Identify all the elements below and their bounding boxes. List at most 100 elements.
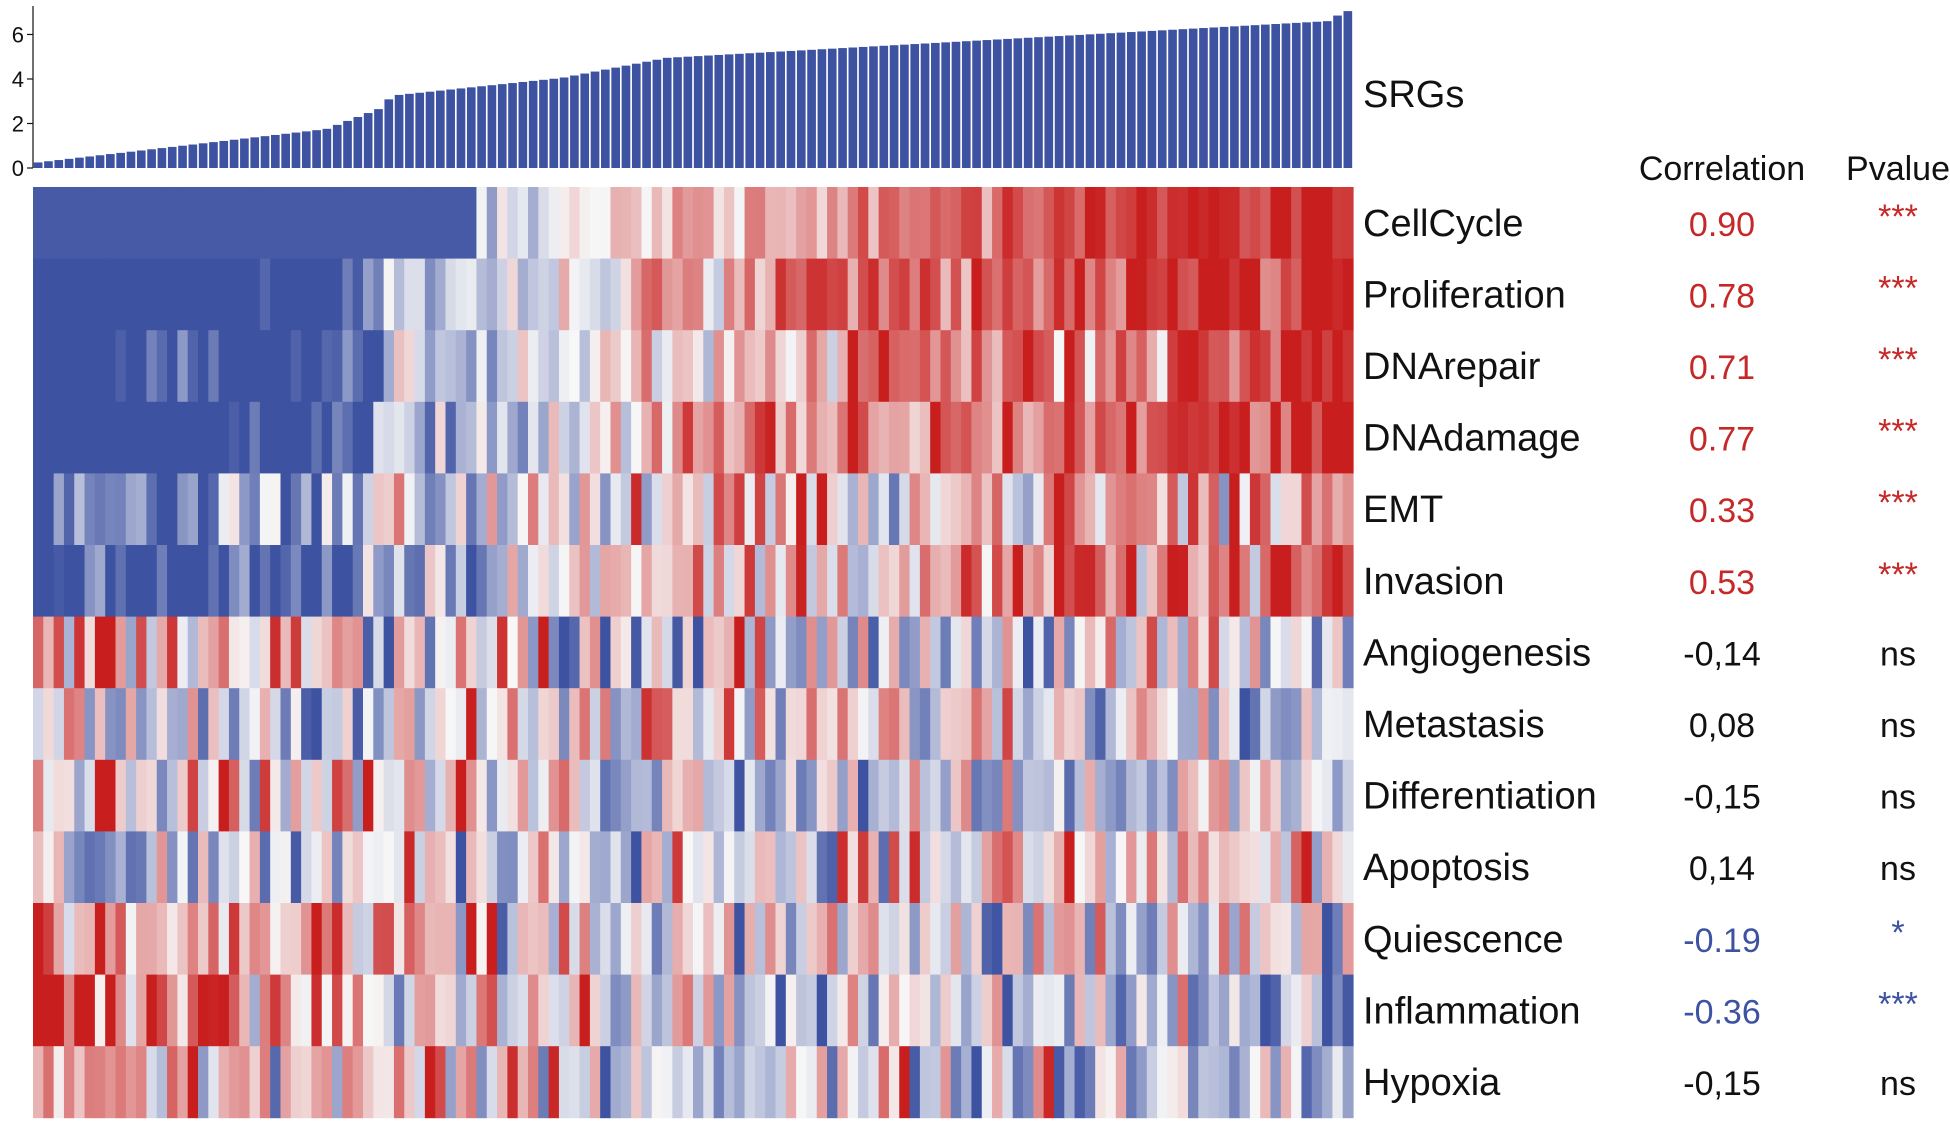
heatmap-cell bbox=[43, 688, 55, 761]
heatmap-cell bbox=[837, 759, 849, 832]
heatmap-cell bbox=[589, 903, 601, 975]
heatmap-cell bbox=[239, 831, 251, 904]
heatmap-cell bbox=[1115, 759, 1127, 832]
heatmap-cell bbox=[1270, 473, 1282, 546]
heatmap-cell bbox=[1322, 616, 1333, 689]
heatmap-cell bbox=[558, 903, 570, 975]
heatmap-cell bbox=[878, 473, 890, 546]
heatmap-cell bbox=[363, 688, 374, 761]
heatmap-cell bbox=[363, 187, 374, 259]
heatmap-cell bbox=[981, 831, 993, 904]
srg-bar bbox=[941, 42, 950, 168]
heatmap-cell bbox=[486, 903, 498, 975]
heatmap-cell bbox=[868, 401, 880, 474]
heatmap-cell bbox=[888, 545, 900, 617]
heatmap-cell bbox=[1249, 688, 1261, 761]
heatmap-cell bbox=[342, 1046, 354, 1119]
heatmap-cell bbox=[342, 330, 354, 403]
heatmap-cell bbox=[198, 187, 209, 259]
heatmap-cell bbox=[672, 473, 684, 546]
heatmap-cell bbox=[1084, 545, 1096, 617]
heatmap-cell bbox=[620, 545, 632, 617]
row-pvalue: *** bbox=[1878, 198, 1918, 236]
heatmap-cell bbox=[167, 831, 178, 904]
pvalue-header: Pvalue bbox=[1846, 150, 1950, 188]
heatmap-cell bbox=[569, 831, 581, 904]
heatmap-cell bbox=[961, 258, 973, 331]
srg-bar bbox=[394, 94, 404, 168]
heatmap-cell bbox=[940, 330, 952, 403]
heatmap-cell bbox=[167, 688, 178, 761]
row-label: CellCycle bbox=[1363, 203, 1523, 245]
heatmap-cell bbox=[270, 974, 282, 1047]
heatmap-cell bbox=[321, 616, 333, 689]
heatmap-cell bbox=[74, 616, 86, 689]
heatmap-cell bbox=[693, 759, 704, 832]
heatmap-cell bbox=[105, 330, 117, 403]
heatmap-cell bbox=[1146, 401, 1158, 474]
heatmap-cell bbox=[631, 187, 643, 259]
heatmap-cell bbox=[455, 903, 467, 975]
heatmap-cell bbox=[1218, 688, 1230, 761]
heatmap-cell bbox=[383, 1046, 395, 1119]
heatmap-cell bbox=[249, 831, 261, 904]
heatmap-cell bbox=[816, 831, 828, 904]
heatmap-cell bbox=[827, 831, 838, 904]
heatmap-cell bbox=[228, 187, 240, 259]
heatmap-cell bbox=[961, 831, 973, 904]
heatmap-cell bbox=[569, 330, 581, 403]
heatmap-cell bbox=[754, 831, 766, 904]
heatmap-cell bbox=[33, 831, 44, 904]
heatmap-cell bbox=[393, 616, 405, 689]
heatmap-cell bbox=[486, 401, 498, 474]
heatmap-cell bbox=[33, 903, 44, 975]
heatmap-cell bbox=[620, 330, 632, 403]
heatmap-cell bbox=[1291, 831, 1303, 904]
heatmap-cell bbox=[930, 330, 942, 403]
row-correlation: 0.33 bbox=[1689, 492, 1755, 530]
heatmap-cell bbox=[311, 545, 323, 617]
heatmap-cell bbox=[538, 473, 550, 546]
heatmap-cell bbox=[146, 688, 158, 761]
heatmap-cell bbox=[486, 258, 498, 331]
heatmap-cell bbox=[301, 616, 313, 689]
heatmap-cell bbox=[806, 759, 818, 832]
heatmap-cell bbox=[1177, 903, 1189, 975]
heatmap-cell bbox=[198, 831, 209, 904]
heatmap-cell bbox=[476, 401, 488, 474]
heatmap-cell bbox=[827, 258, 838, 331]
srg-bar bbox=[229, 139, 239, 168]
srg-bar bbox=[1137, 31, 1146, 168]
heatmap-cell bbox=[878, 401, 890, 474]
heatmap-cell bbox=[775, 401, 787, 474]
heatmap-cell bbox=[497, 473, 508, 546]
srg-bar bbox=[920, 43, 930, 168]
heatmap-cell bbox=[497, 974, 508, 1047]
heatmap-cell bbox=[878, 616, 890, 689]
srg-bar bbox=[1178, 29, 1188, 169]
heatmap-cell bbox=[445, 688, 457, 761]
heatmap-cell bbox=[239, 401, 251, 474]
heatmap-cell bbox=[517, 974, 529, 1047]
heatmap-cell bbox=[662, 330, 673, 403]
heatmap-cell bbox=[1105, 545, 1117, 617]
heatmap-cell bbox=[198, 1046, 209, 1119]
heatmap-cell bbox=[497, 258, 508, 331]
heatmap-cell bbox=[33, 688, 44, 761]
heatmap-cell bbox=[115, 688, 127, 761]
heatmap-cell bbox=[270, 187, 282, 259]
heatmap-cell bbox=[641, 759, 653, 832]
heatmap-cell bbox=[620, 974, 632, 1047]
heatmap-cell bbox=[558, 473, 570, 546]
heatmap-cell bbox=[1074, 974, 1086, 1047]
srg-bar bbox=[1333, 15, 1342, 169]
heatmap-cell bbox=[1146, 187, 1158, 259]
heatmap-cell bbox=[208, 688, 220, 761]
heatmap-cell bbox=[228, 258, 240, 331]
heatmap-cell bbox=[940, 831, 952, 904]
heatmap-cell bbox=[424, 545, 436, 617]
heatmap-cell bbox=[249, 401, 261, 474]
heatmap-cell bbox=[239, 974, 251, 1047]
heatmap-cell bbox=[662, 1046, 673, 1119]
heatmap-cell bbox=[589, 688, 601, 761]
